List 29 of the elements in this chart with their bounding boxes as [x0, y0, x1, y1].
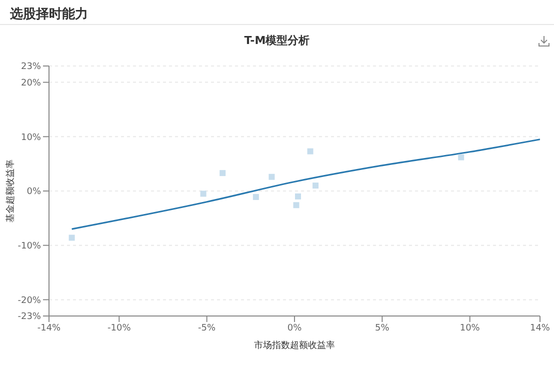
y-tick-label: -10%: [18, 242, 42, 252]
point: [252, 194, 259, 200]
x-axis-title: 市场指数超额收益率: [254, 340, 335, 351]
y-axis-title: 基金超额收益率: [5, 160, 16, 222]
y-tick-label: 23%: [20, 62, 42, 72]
point: [220, 170, 226, 176]
x-tick-label: -10%: [108, 323, 132, 334]
point: [268, 174, 275, 180]
point: [458, 154, 464, 160]
point: [68, 234, 75, 241]
x-tick-label: -5%: [198, 323, 216, 334]
y-tick-label: 0%: [26, 187, 42, 198]
x-tick-label: 5%: [375, 323, 390, 334]
x-tick-label: 14%: [530, 323, 550, 334]
point: [293, 202, 300, 208]
x-tick-label: 0%: [287, 323, 302, 334]
y-tick-label: -20%: [18, 296, 42, 306]
point: [307, 148, 314, 154]
chart-title: 选股择时能力: [10, 6, 88, 23]
x-tick-label: -14%: [37, 323, 62, 334]
x-tick-label: 10%: [460, 323, 480, 334]
line-series: [70, 138, 540, 230]
y-tick-label: 10%: [20, 132, 42, 143]
point: [312, 182, 319, 189]
point: [295, 193, 302, 200]
y-tick-label: 20%: [20, 78, 42, 88]
y-tick-label: -23%: [18, 312, 42, 322]
chart-subtitle: T-M模型分析: [243, 33, 311, 48]
point: [200, 190, 206, 197]
